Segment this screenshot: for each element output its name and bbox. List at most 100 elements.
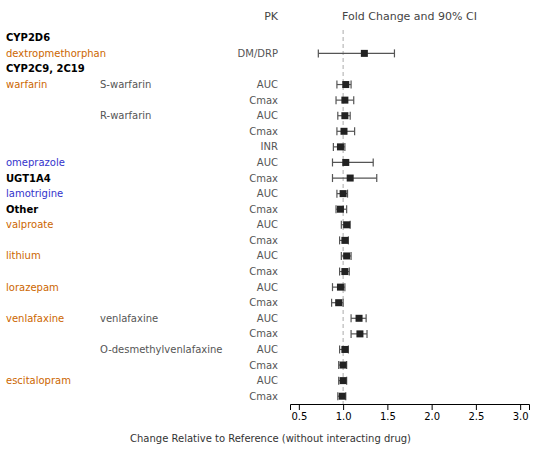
ci-cap-low (350, 314, 351, 322)
row-label: lorazepam (6, 282, 59, 293)
x-tick: 3.0 (513, 404, 529, 422)
row-pk-label: Cmax (249, 328, 278, 339)
ci-cap-low (341, 221, 342, 229)
row-label: CYP2C9, 2C19 (6, 63, 85, 74)
row-pk-label: AUC (257, 79, 278, 90)
x-tick: 2.5 (468, 404, 484, 422)
ci-cap-high (366, 330, 367, 338)
x-axis: 0.5 1.0 1.5 2.0 2.5 3.0 (291, 404, 530, 422)
row-label: venlafaxine (6, 313, 64, 324)
point-estimate (341, 237, 348, 244)
x-tick-mark (476, 404, 477, 410)
ci-cap-low (318, 49, 319, 57)
x-tick-mark (520, 404, 521, 410)
row-label: valproate (6, 219, 53, 230)
row-sublabel: O-desmethylvenlafaxine (100, 344, 222, 355)
point-estimate (341, 346, 348, 353)
ci-cap-high (347, 190, 348, 198)
ci-line (332, 162, 373, 163)
ci-cap-low (331, 299, 332, 307)
ci-cap-high (346, 205, 347, 213)
ci-cap-low (350, 330, 351, 338)
point-estimate (337, 143, 344, 150)
point-estimate (340, 362, 347, 369)
x-tick-label: 2.0 (424, 411, 440, 422)
ci-cap-low (332, 174, 333, 182)
x-tick-mark (299, 404, 300, 410)
point-estimate (356, 315, 363, 322)
ci-cap-low (337, 112, 338, 120)
ci-cap-low (339, 345, 340, 353)
point-estimate (340, 190, 347, 197)
x-tick-label: 2.5 (468, 411, 484, 422)
row-pk-label: AUC (257, 110, 278, 121)
ci-cap-high (366, 314, 367, 322)
row-pk-label: Cmax (249, 360, 278, 371)
row-label: escitalopram (6, 375, 71, 386)
x-tick-label: 3.0 (513, 411, 529, 422)
row-pk-label: DM/DRP (238, 48, 278, 59)
row-pk-label: Cmax (249, 391, 278, 402)
ci-cap-low (333, 143, 334, 151)
row-pk-label: AUC (257, 375, 278, 386)
row-pk-label: AUC (257, 219, 278, 230)
title: Fold Change and 90% CI (342, 10, 477, 23)
point-estimate (337, 206, 344, 213)
ci-cap-low (332, 283, 333, 291)
ci-cap-low (338, 361, 339, 369)
x-tick: 0.5 (291, 404, 307, 422)
point-estimate (343, 221, 350, 228)
ci-cap-high (350, 252, 351, 260)
row-pk-label: Cmax (249, 297, 278, 308)
ci-line (332, 177, 376, 178)
ci-cap-low (336, 190, 337, 198)
row-pk-label: Cmax (249, 235, 278, 246)
ci-cap-high (376, 174, 377, 182)
row-label: dextropmethorphan (6, 48, 106, 59)
row-pk-label: Cmax (249, 204, 278, 215)
row-label: UGT1A4 (6, 173, 51, 184)
point-estimate (342, 81, 349, 88)
row-label: omeprazole (6, 157, 65, 168)
ci-line (318, 53, 394, 54)
ci-cap-high (343, 299, 344, 307)
point-estimate (341, 268, 348, 275)
ci-cap-low (337, 392, 338, 400)
row-pk-label: AUC (257, 157, 278, 168)
data-group (318, 30, 394, 404)
row-pk-label: INR (261, 141, 278, 152)
ci-cap-low (339, 268, 340, 276)
row-pk-label: Cmax (249, 266, 278, 277)
x-tick: 2.0 (424, 404, 440, 422)
column-header: PK (264, 10, 279, 23)
row-sublabel: venlafaxine (100, 313, 158, 324)
row-pk-label: Cmax (249, 173, 278, 184)
x-axis-label: Change Relative to Reference (without in… (130, 433, 411, 444)
x-tick-label: 0.5 (291, 411, 307, 422)
ci-cap-high (344, 283, 345, 291)
point-estimate (339, 393, 346, 400)
point-estimate (342, 159, 349, 166)
row-label: Other (6, 204, 38, 215)
x-axis-line (291, 405, 530, 411)
row-label: lithium (6, 250, 41, 261)
point-estimate (343, 252, 350, 259)
ci-cap-low (336, 81, 337, 89)
row-pk-label: AUC (257, 282, 278, 293)
x-tick: 1.5 (380, 404, 396, 422)
x-tick-mark (432, 404, 433, 410)
point-estimate (356, 330, 363, 337)
x-tick-label: 1.0 (336, 411, 352, 422)
row-pk-label: Cmax (249, 95, 278, 106)
chart: 0.51.01.52.02.53.0CYP2D6dextropmethorpha… (0, 0, 541, 454)
ci-cap-high (353, 96, 354, 104)
ci-cap-low (338, 377, 339, 385)
point-estimate (347, 175, 354, 182)
point-estimate (341, 97, 348, 104)
labels: CYP2D6dextropmethorphanDM/DRPCYP2C9, 2C1… (6, 10, 477, 444)
row-sublabel: R-warfarin (100, 110, 151, 121)
ci-cap-high (350, 81, 351, 89)
ci-cap-high (373, 158, 374, 166)
point-estimate (341, 112, 348, 119)
ci-cap-high (349, 268, 350, 276)
